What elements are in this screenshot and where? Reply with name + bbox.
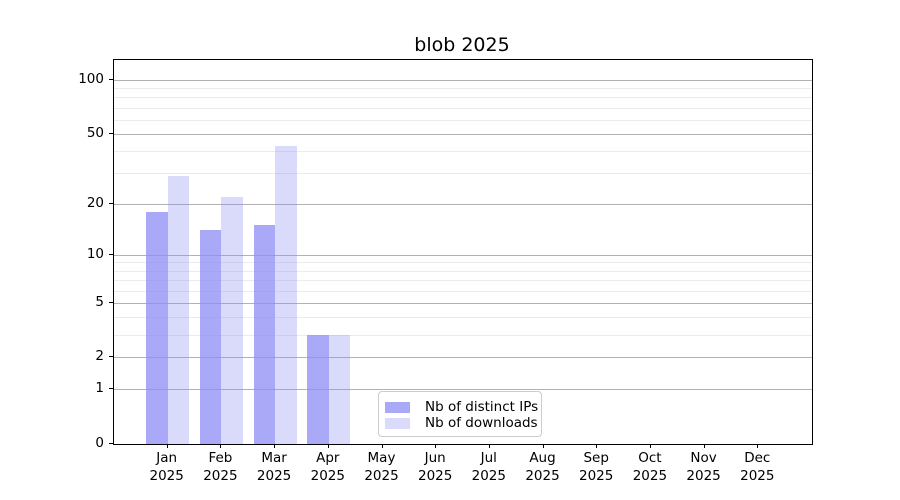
- x-tick-label: Feb 2025: [203, 450, 238, 484]
- y-tick: [109, 79, 113, 80]
- legend: Nb of distinct IPs Nb of downloads: [378, 391, 542, 437]
- y-tick: [109, 388, 113, 390]
- y-tick-label: 20: [86, 194, 104, 211]
- x-tick-label: Aug 2025: [525, 450, 560, 484]
- legend-swatch-downloads: [385, 417, 410, 429]
- major-gridline: [114, 80, 812, 81]
- y-tick-label: 2: [95, 348, 104, 365]
- x-tick-label: Sep 2025: [579, 450, 614, 484]
- bar-distinct-ips: [199, 230, 222, 444]
- minor-gridline: [114, 270, 812, 272]
- x-tick-label: Dec 2025: [740, 450, 775, 484]
- minor-gridline: [114, 173, 812, 175]
- y-tick: [109, 202, 113, 204]
- chart-title: blob 2025: [414, 34, 510, 56]
- y-tick-label: 1: [95, 380, 104, 397]
- minor-gridline: [114, 334, 812, 336]
- x-tick-label: Nov 2025: [686, 450, 721, 484]
- x-tick: [649, 444, 651, 448]
- y-tick: [109, 356, 113, 358]
- x-tick: [542, 444, 544, 448]
- x-tick: [166, 444, 168, 448]
- x-tick: [703, 444, 705, 448]
- x-tick: [488, 444, 490, 448]
- y-tick: [109, 301, 113, 303]
- x-tick-label: Jan 2025: [149, 450, 184, 484]
- minor-gridline: [114, 97, 812, 99]
- minor-gridline: [114, 280, 812, 281]
- minor-gridline: [114, 317, 812, 319]
- bar-downloads: [167, 175, 190, 444]
- x-tick: [274, 444, 276, 448]
- y-tick-label: 100: [78, 71, 104, 87]
- minor-gridline: [114, 262, 812, 264]
- major-gridline: [114, 389, 812, 391]
- y-tick: [109, 443, 113, 444]
- x-tick: [327, 444, 329, 448]
- x-tick-label: Mar 2025: [256, 450, 292, 484]
- x-tick: [596, 444, 598, 448]
- x-tick-label: May 2025: [364, 450, 399, 484]
- x-tick-label: Jun 2025: [418, 450, 453, 484]
- y-tick: [109, 253, 113, 255]
- minor-gridline: [114, 119, 812, 121]
- bar-distinct-ips: [253, 225, 276, 444]
- bar-downloads: [275, 145, 297, 444]
- major-gridline: [114, 203, 812, 205]
- minor-gridline: [114, 290, 812, 292]
- y-tick: [109, 132, 113, 134]
- major-gridline: [114, 357, 812, 359]
- y-tick-label: 50: [86, 124, 104, 141]
- legend-label: Nb of distinct IPs: [425, 399, 539, 415]
- x-tick: [381, 444, 383, 448]
- x-tick-label: Apr 2025: [310, 450, 345, 484]
- x-tick: [757, 444, 759, 448]
- legend-item-distinct-ips: Nb of distinct IPs: [385, 399, 538, 415]
- x-tick: [435, 444, 437, 448]
- bar-downloads: [221, 196, 243, 444]
- x-tick: [220, 444, 222, 448]
- bar-downloads: [328, 334, 351, 444]
- legend-label: Nb of downloads: [425, 415, 538, 431]
- y-tick-label: 5: [95, 293, 104, 310]
- plot-area: [113, 59, 813, 445]
- legend-item-downloads: Nb of downloads: [385, 415, 538, 431]
- y-tick-label: 0: [95, 435, 104, 451]
- y-tick-label: 10: [86, 245, 104, 262]
- minor-gridline: [114, 88, 812, 90]
- x-tick-label: Jul 2025: [471, 450, 506, 484]
- minor-gridline: [114, 151, 812, 153]
- x-tick-label: Oct 2025: [632, 450, 668, 484]
- legend-swatch-distinct-ips: [385, 401, 410, 413]
- major-gridline: [114, 133, 812, 135]
- bar-distinct-ips: [146, 211, 168, 444]
- major-gridline: [114, 302, 812, 304]
- minor-gridline: [114, 107, 812, 109]
- bar-distinct-ips: [307, 334, 329, 444]
- major-gridline: [114, 254, 812, 256]
